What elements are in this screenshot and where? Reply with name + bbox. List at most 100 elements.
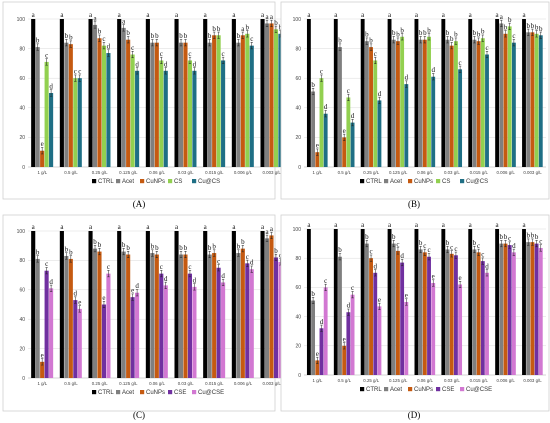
- bar-acet: [445, 39, 450, 167]
- legend-swatch: [408, 387, 413, 392]
- bar-cse: [273, 257, 279, 378]
- significance-letter: e: [343, 127, 346, 135]
- significance-letter: d: [351, 112, 355, 120]
- significance-letter: e: [41, 351, 44, 359]
- y-tick-label: 60: [295, 76, 301, 82]
- significance-letter: b: [246, 23, 250, 31]
- bar-cunps: [422, 39, 427, 167]
- significance-letter: c: [320, 68, 323, 76]
- legend-label: Cu@CSE: [198, 390, 224, 396]
- significance-letter: a: [175, 223, 179, 231]
- bar-ctrl: [441, 229, 446, 375]
- y-tick-label: 100: [293, 17, 302, 23]
- significance-letter: a: [469, 221, 473, 229]
- significance-letter: b: [208, 244, 212, 252]
- significance-letter: a: [415, 221, 419, 229]
- bar-cs: [273, 29, 279, 167]
- panel-label: (B): [408, 199, 420, 209]
- significance-letter: d: [324, 103, 328, 111]
- legend-label: CuNPs: [146, 390, 165, 396]
- significance-letter: e: [343, 335, 346, 343]
- legend-label: CTRL: [98, 390, 114, 396]
- significance-letter: a: [500, 13, 504, 21]
- x-tick-label: 0.015 g/L: [470, 170, 489, 175]
- significance-letter: b: [122, 241, 126, 249]
- significance-letter: b: [69, 34, 73, 42]
- significance-letter: a: [93, 14, 97, 22]
- significance-letter: a: [388, 221, 392, 229]
- bar-cs: [427, 36, 431, 168]
- legend-swatch: [168, 179, 173, 184]
- significance-letter: c: [347, 87, 350, 95]
- bar-cse: [101, 304, 107, 378]
- bar-cucs: [431, 76, 436, 167]
- significance-letter: b: [508, 16, 512, 24]
- y-tick-label: 20: [295, 344, 301, 350]
- y-tick-label: 80: [19, 258, 25, 264]
- bar-cse: [427, 256, 431, 375]
- significance-letter: c: [78, 68, 81, 76]
- significance-letter: b: [535, 23, 539, 31]
- significance-letter: d: [405, 74, 409, 82]
- bar-cunps: [183, 42, 188, 167]
- bar-cucse: [538, 247, 543, 375]
- x-tick-label: 0.003 g/L: [263, 170, 282, 175]
- significance-letter: c: [351, 284, 354, 292]
- significance-letter: b: [179, 244, 183, 252]
- bar-cunps: [68, 258, 73, 378]
- legend-label: CTRL: [366, 387, 382, 393]
- legend-label: CuNPs: [414, 387, 433, 393]
- bar-cs: [319, 78, 324, 167]
- y-tick-label: 100: [17, 229, 26, 235]
- bar-cunps: [97, 251, 102, 378]
- significance-letter: b: [184, 244, 188, 252]
- bar-acet: [364, 243, 369, 375]
- bar-cunps: [97, 38, 102, 167]
- x-tick-label: 0.125 g/L: [119, 170, 138, 175]
- significance-letter: b: [446, 29, 450, 37]
- bar-acet: [92, 24, 98, 168]
- significance-letter: c: [485, 44, 488, 52]
- bar-cunps: [530, 242, 535, 375]
- bar-ctrl: [145, 19, 150, 167]
- significance-letter: d: [107, 43, 111, 51]
- significance-letter: a: [361, 11, 365, 19]
- significance-letter: c: [279, 251, 282, 259]
- bar-cucse: [135, 292, 140, 378]
- significance-letter: a: [442, 11, 446, 19]
- legend-label: CS: [174, 179, 182, 185]
- significance-letter: d: [250, 259, 254, 267]
- significance-letter: b: [504, 233, 508, 241]
- y-tick-label: 20: [295, 135, 301, 141]
- significance-letter: c: [160, 50, 163, 58]
- significance-letter: b: [184, 32, 188, 40]
- significance-letter: c: [481, 251, 484, 259]
- bar-cunps: [68, 44, 73, 167]
- legend-swatch: [92, 179, 97, 184]
- bar-cucse: [511, 252, 516, 375]
- bar-cs: [159, 60, 164, 167]
- legend-swatch: [168, 390, 173, 395]
- x-tick-label: 0.015 g/L: [470, 378, 489, 383]
- bar-ctrl: [495, 19, 500, 167]
- bar-cse: [159, 273, 164, 378]
- bar-acet: [526, 32, 531, 167]
- legend-label: CSE: [442, 387, 454, 393]
- bar-ctrl: [468, 19, 473, 167]
- y-tick-label: 100: [17, 17, 26, 23]
- significance-letter: c: [508, 235, 511, 243]
- significance-letter: b: [311, 290, 315, 298]
- bar-cunps: [126, 39, 131, 167]
- bar-cunps: [530, 32, 535, 167]
- bar-cucs: [163, 70, 168, 167]
- bar-ctrl: [203, 231, 208, 378]
- significance-letter: b: [392, 29, 396, 37]
- bar-cucs: [49, 93, 54, 167]
- significance-letter: a: [307, 11, 311, 19]
- significance-letter: b: [36, 37, 40, 45]
- bar-cunps: [449, 253, 454, 375]
- bar-cucs: [106, 53, 111, 167]
- bar-cucse: [249, 269, 254, 378]
- bar-cucse: [49, 288, 54, 378]
- significance-letter: c: [512, 32, 515, 40]
